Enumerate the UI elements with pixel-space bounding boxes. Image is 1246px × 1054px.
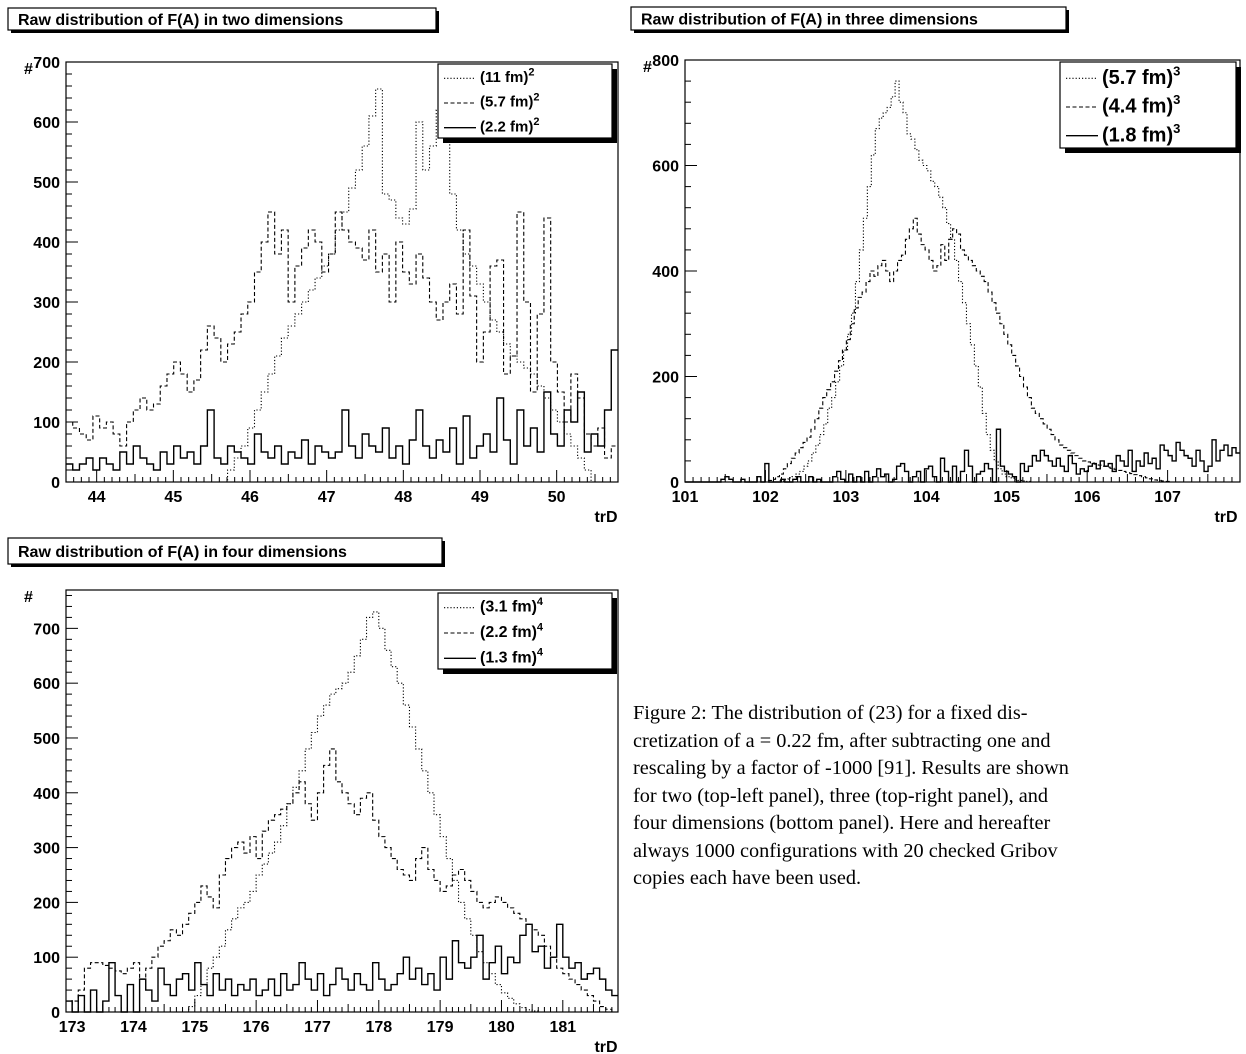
legend-exponent: 4 <box>537 647 544 659</box>
legend-exponent: 4 <box>537 596 544 608</box>
caption-line: four dimensions (bottom panel). Here and… <box>633 812 1051 834</box>
y-tick-label: 200 <box>33 355 60 372</box>
y-tick-label: 0 <box>670 475 679 492</box>
y-tick-label: 200 <box>33 895 60 912</box>
legend-entry: (1.8 fm)3 <box>1102 121 1180 146</box>
caption-line: for two (top-left panel), three (top-rig… <box>633 784 1049 807</box>
x-axis-label: trD <box>594 509 617 526</box>
x-tick-label: 48 <box>394 489 412 506</box>
histogram-panel-1: Raw distribution of F(A) in two dimensio… <box>7 7 619 526</box>
title-box <box>7 7 437 31</box>
y-tick-label: 100 <box>33 415 60 432</box>
y-tick-label: 700 <box>33 55 60 72</box>
x-tick-label: 49 <box>471 489 489 506</box>
figure-caption: Figure 2: The distribution of (23) for a… <box>633 700 1246 893</box>
x-tick-label: 46 <box>241 489 259 506</box>
legend-box <box>1059 61 1237 149</box>
legend-exponent: 2 <box>528 67 534 79</box>
caption-line: copies each have been used. <box>633 867 862 889</box>
legend-exponent: 2 <box>533 91 539 103</box>
caption-line: always 1000 configurations with 20 check… <box>633 839 1058 862</box>
legend-exponent: 3 <box>1173 92 1180 107</box>
y-tick-label: 600 <box>33 676 60 693</box>
y-tick-label: 0 <box>51 1005 60 1022</box>
x-tick-label: 180 <box>488 1019 515 1036</box>
x-tick-label: 101 <box>672 489 699 506</box>
legend-box <box>437 592 613 670</box>
title-box <box>7 537 443 565</box>
x-tick-label: 175 <box>181 1019 208 1036</box>
title-box <box>630 6 1067 31</box>
x-tick-label: 173 <box>59 1019 86 1036</box>
legend-entry: (5.7 fm)3 <box>1102 64 1180 89</box>
y-tick-label: 400 <box>33 235 60 252</box>
legend-entry: (11 fm)2 <box>480 67 534 86</box>
x-tick-label: 179 <box>427 1019 454 1036</box>
x-tick-label: 45 <box>164 489 182 506</box>
x-tick-label: 177 <box>304 1019 331 1036</box>
x-tick-label: 105 <box>993 489 1020 506</box>
x-tick-label: 103 <box>833 489 860 506</box>
series-line-solid <box>66 349 618 471</box>
y-axis-label: # <box>643 59 652 76</box>
series-line-dotted <box>66 79 618 483</box>
series-line-dashed <box>66 748 618 1013</box>
y-tick-label: 100 <box>33 950 60 967</box>
x-tick-label: 50 <box>548 489 566 506</box>
legend-entry: (2.2 fm)4 <box>480 621 544 641</box>
y-axis-label: # <box>24 61 33 78</box>
caption-line: cretization of a = 0.22 fm, after subtra… <box>633 729 1051 752</box>
histogram-panel-2: Raw distribution of F(A) in three dimens… <box>630 6 1241 526</box>
series-line-dashed <box>685 217 1240 483</box>
y-tick-label: 400 <box>652 264 679 281</box>
y-tick-label: 600 <box>652 159 679 176</box>
series-line-solid <box>685 428 1240 483</box>
legend-exponent: 3 <box>1173 121 1180 136</box>
y-tick-label: 300 <box>33 841 60 858</box>
y-tick-label: 400 <box>33 786 60 803</box>
x-tick-label: 107 <box>1154 489 1181 506</box>
legend-exponent: 4 <box>537 621 544 633</box>
series-line-dashed <box>66 211 618 459</box>
y-tick-label: 500 <box>33 731 60 748</box>
series-line-dotted <box>66 611 618 1013</box>
caption-line: rescaling by a factor of -1000 [91]. Res… <box>633 757 1069 779</box>
x-tick-label: 181 <box>549 1019 576 1036</box>
x-tick-label: 176 <box>243 1019 270 1036</box>
legend-entry: (5.7 fm)2 <box>480 91 539 110</box>
x-tick-label: 106 <box>1074 489 1101 506</box>
y-tick-label: 300 <box>33 295 60 312</box>
panel-title: Raw distribution of F(A) in two dimensio… <box>18 12 343 29</box>
legend-entry: (1.3 fm)4 <box>480 647 544 667</box>
x-tick-label: 47 <box>318 489 336 506</box>
y-tick-label: 0 <box>51 475 60 492</box>
y-tick-label: 700 <box>33 621 60 638</box>
x-axis-label: trD <box>594 1039 617 1054</box>
panel-title: Raw distribution of F(A) in four dimensi… <box>18 544 347 561</box>
x-tick-label: 44 <box>88 489 106 506</box>
histogram-panel-3: Raw distribution of F(A) in four dimensi… <box>7 537 619 1054</box>
legend-exponent: 2 <box>533 116 539 128</box>
x-tick-label: 102 <box>752 489 779 506</box>
legend-entry: (3.1 fm)4 <box>480 596 544 616</box>
y-tick-label: 200 <box>652 370 679 387</box>
x-axis-label: trD <box>1214 509 1237 526</box>
y-tick-label: 800 <box>652 53 679 70</box>
legend-exponent: 3 <box>1173 64 1180 79</box>
caption-line: Figure 2: The distribution of (23) for a… <box>633 702 1028 724</box>
series-line-solid <box>66 923 618 1013</box>
y-tick-label: 600 <box>33 115 60 132</box>
x-tick-label: 174 <box>120 1019 147 1036</box>
y-axis-label: # <box>24 589 33 606</box>
x-tick-label: 178 <box>365 1019 392 1036</box>
panel-title: Raw distribution of F(A) in three dimens… <box>641 12 978 29</box>
legend-entry: (4.4 fm)3 <box>1102 92 1180 117</box>
x-tick-label: 104 <box>913 489 940 506</box>
y-tick-label: 500 <box>33 175 60 192</box>
legend-entry: (2.2 fm)2 <box>480 116 539 135</box>
legend-box <box>437 63 613 139</box>
